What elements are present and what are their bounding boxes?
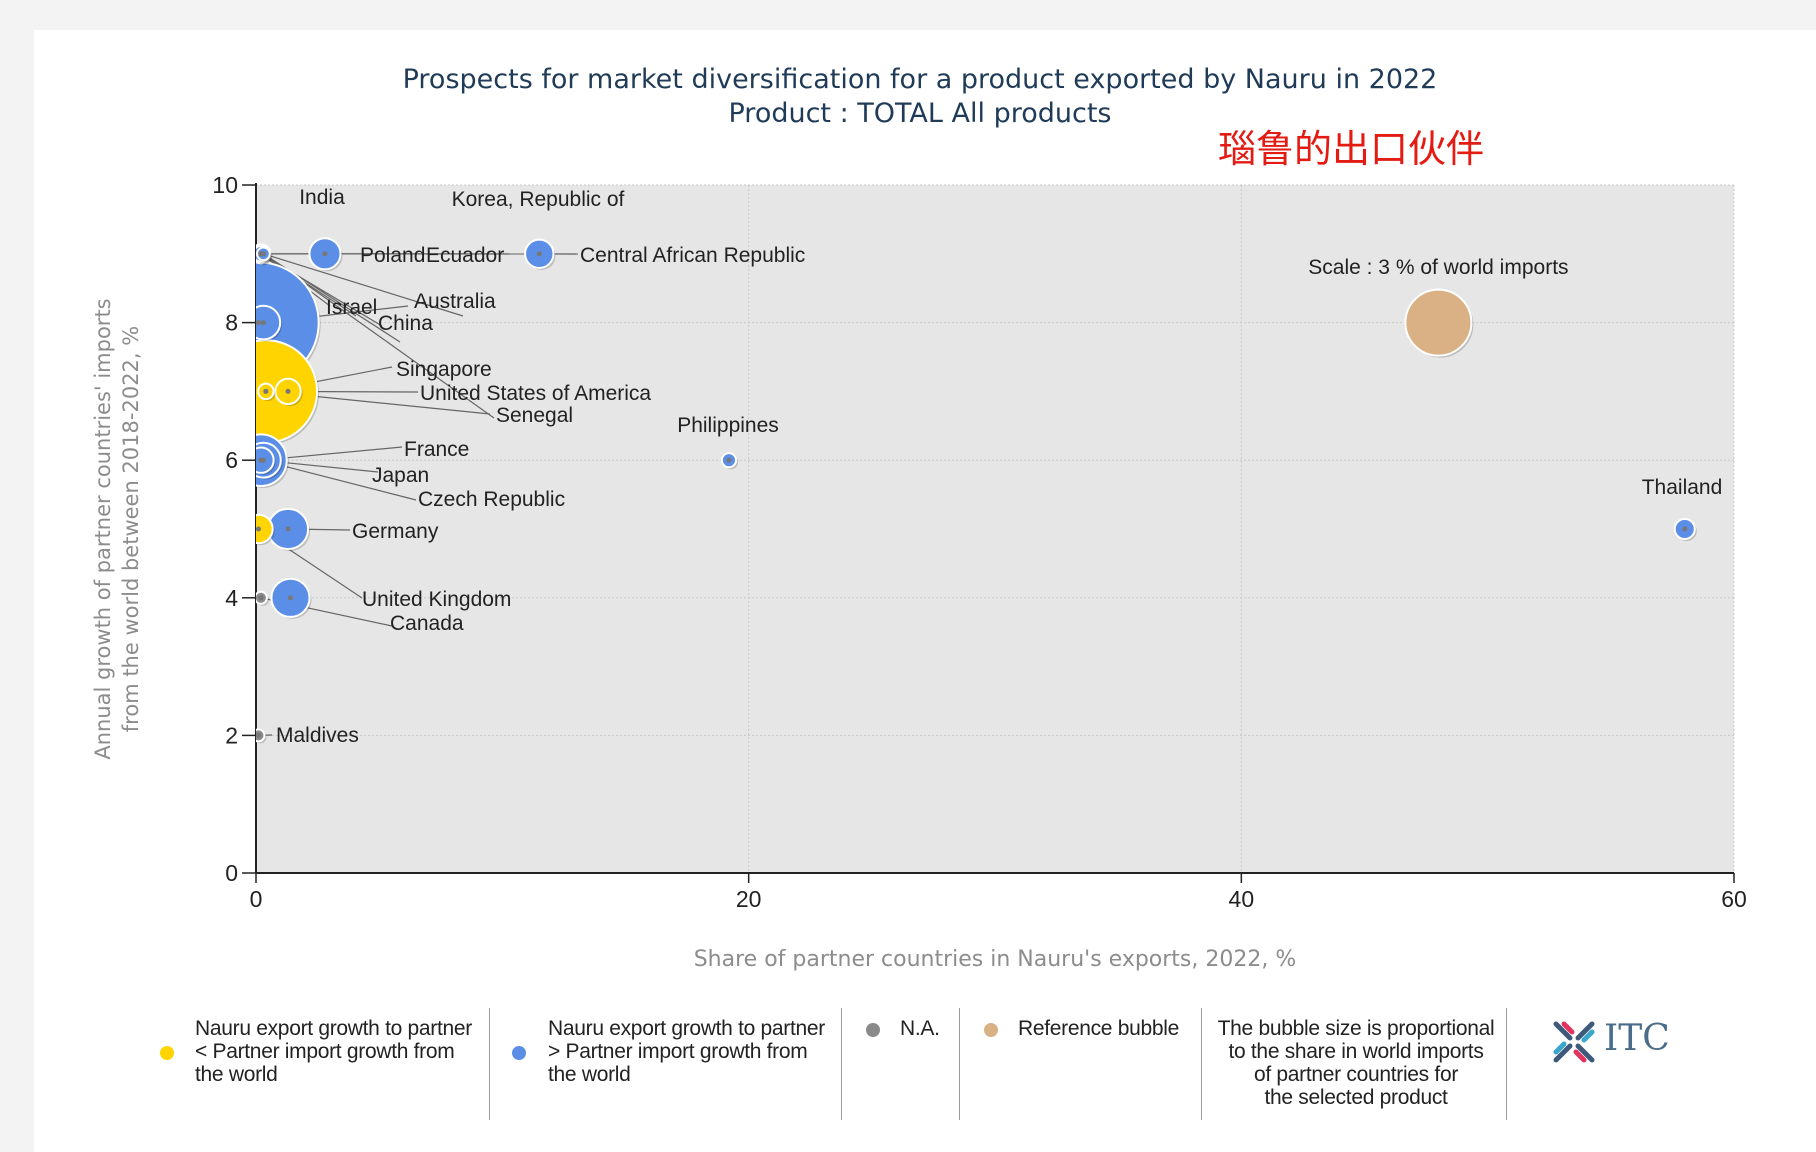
country-label-united-states-of-america: United States of America (420, 382, 651, 405)
legend-divider (1506, 1008, 1507, 1120)
bubble-center-marker (263, 388, 269, 394)
country-label-germany: Germany (352, 520, 439, 543)
legend-blue-text: Nauru export growth to partner > Partner… (548, 1017, 838, 1086)
chinese-annotation: 瑙鲁的出口伙伴 (1218, 127, 1485, 171)
bubble-center-marker (258, 595, 264, 601)
legend-divider (489, 1008, 490, 1120)
legend-yellow-line-3: the world (195, 1063, 278, 1086)
y-tick-label: 0 (225, 860, 238, 886)
legend-divider (841, 1008, 842, 1120)
bubble-center-marker (285, 388, 291, 394)
country-label-central-african-republic: Central African Republic (580, 244, 805, 267)
plot-area (256, 185, 1734, 873)
country-label-canada: Canada (390, 612, 464, 635)
y-tick-label: 6 (225, 447, 238, 473)
legend-blue-line-2: > Partner import growth from (548, 1040, 808, 1063)
bubble-center-marker (256, 320, 261, 326)
bubble-center-marker (256, 526, 261, 532)
country-label-china: China (378, 312, 433, 335)
legend-divider (1201, 1008, 1202, 1120)
legend-yellow-text: Nauru export growth to partner < Partner… (195, 1017, 485, 1086)
country-label-korea-republic-of: Korea, Republic of (452, 188, 625, 211)
leader-line (263, 253, 464, 317)
country-label-senegal: Senegal (496, 404, 573, 427)
y-axis-title-line-1: Annual growth of partner countries' impo… (91, 298, 115, 759)
legend-reference-text: Reference bubble (1018, 1017, 1179, 1040)
size-note-line-4: the selected product (1264, 1086, 1448, 1109)
reference-bubble-label: Scale : 3 % of world imports (1308, 256, 1568, 279)
bubble-center-marker (536, 251, 542, 257)
country-label-japan: Japan (372, 464, 429, 487)
y-axis-title: Annual growth of partner countries' impo… (91, 298, 143, 759)
y-axis-title-line-2: from the world between 2018-2022, % (119, 326, 143, 732)
chart-title: Prospects for market diversification for… (402, 64, 1438, 95)
legend-blue-line-1: Nauru export growth to partner (548, 1017, 825, 1040)
legend-yellow-line-1: Nauru export growth to partner (195, 1017, 472, 1040)
chart-subtitle: Product : TOTAL All products (728, 98, 1112, 129)
itc-logo-icon (1553, 1021, 1595, 1063)
bubble-center-marker (260, 320, 266, 326)
bubble-center-marker (1682, 526, 1688, 532)
x-tick-label: 40 (1229, 886, 1255, 912)
bubble-layer (256, 237, 1697, 744)
legend-yellow-line-2: < Partner import growth from (195, 1040, 455, 1063)
legend-blue-dot (512, 1046, 526, 1060)
legend-divider (959, 1008, 960, 1120)
bubble-germany-yellow (256, 513, 274, 545)
size-note-line-1: The bubble size is proportional (1217, 1017, 1495, 1040)
y-tick-label: 10 (212, 172, 238, 198)
country-label-czech-republic: Czech Republic (418, 488, 565, 511)
legend-blue-line-3: the world (548, 1063, 631, 1086)
y-tick-label: 8 (225, 310, 238, 336)
size-note-line-2: to the share in world imports (1228, 1040, 1484, 1063)
country-label-united-kingdom: United Kingdom (362, 588, 511, 611)
x-tick-label: 0 (250, 886, 263, 912)
bubble-center-marker (256, 732, 261, 738)
bubble-center-marker (287, 595, 293, 601)
country-label-australia: Australia (414, 290, 496, 313)
itc-logo-text: ITC (1604, 1018, 1670, 1059)
bubble-center-marker (726, 457, 732, 463)
bubble-center-marker (322, 251, 328, 257)
bubble-center-marker (260, 251, 266, 257)
y-tick-label: 4 (225, 585, 238, 611)
bubble-australia (256, 304, 282, 341)
y-tick-label: 2 (225, 722, 238, 748)
country-label-singapore: Singapore (396, 358, 492, 381)
bubble-chart: 0 20 40 60 0 2 4 6 8 10 Share of partner countries… (91, 172, 1747, 972)
country-label-thailand: Thailand (1642, 476, 1723, 499)
country-label-philippines: Philippines (677, 414, 779, 437)
bubble-center-marker (258, 457, 264, 463)
country-label-poland: Poland (360, 244, 425, 267)
x-axis-title: Share of partner countries in Nauru's ex… (694, 947, 1297, 972)
bubble-center-marker (285, 526, 291, 532)
x-tick-label: 60 (1721, 886, 1747, 912)
country-label-maldives: Maldives (276, 724, 359, 747)
country-label-israel: Israel (326, 296, 377, 319)
country-label-france: France (404, 438, 469, 461)
legend-reference-dot (984, 1023, 998, 1037)
country-label-ecuador: Ecuador (426, 244, 504, 267)
reference-bubble (1404, 288, 1473, 357)
legend-na-dot (866, 1023, 880, 1037)
country-label-india: India (299, 186, 345, 209)
x-tick-label: 20 (736, 886, 762, 912)
size-note-line-3: of partner countries for (1253, 1063, 1459, 1086)
legend-na-text: N.A. (900, 1017, 940, 1040)
legend-yellow-dot (160, 1046, 174, 1060)
legend-size-note: The bubble size is proportional to the s… (1206, 1017, 1506, 1109)
